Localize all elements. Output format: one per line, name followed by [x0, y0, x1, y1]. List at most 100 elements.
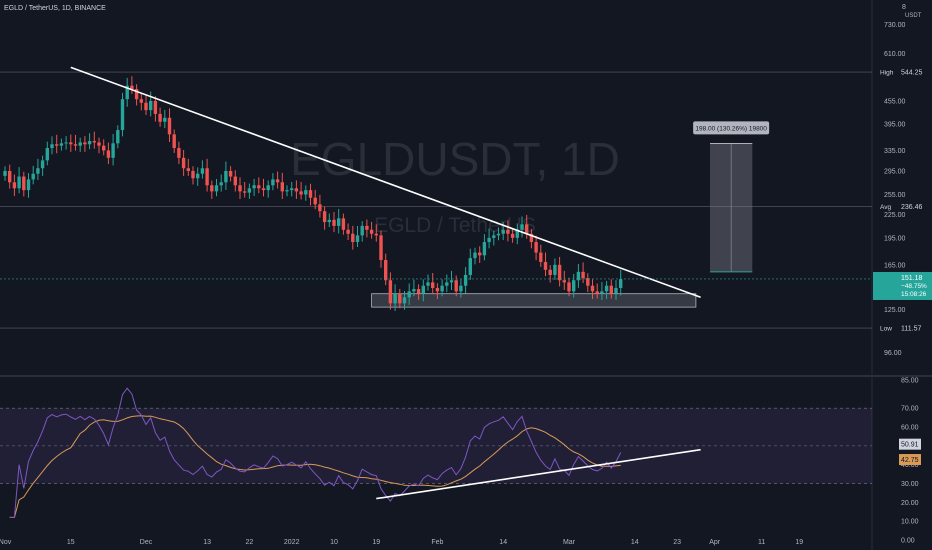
candle	[224, 170, 228, 183]
last-price-tag-bg	[873, 271, 932, 300]
price-level-tag: Avg	[880, 204, 891, 211]
candle	[520, 224, 524, 230]
candle	[149, 100, 153, 111]
rsi-line	[9, 387, 622, 518]
candle	[8, 170, 12, 183]
measure-label-bg	[693, 121, 770, 135]
time-tick-label: 14	[631, 539, 639, 546]
rsi-tick-label: 20.00	[901, 500, 919, 507]
candle	[97, 142, 101, 146]
candle	[619, 279, 623, 288]
candle	[308, 190, 313, 198]
price-level-value: 111.57	[901, 326, 921, 333]
time-tick-label: 22	[246, 539, 254, 546]
candle	[144, 102, 148, 111]
watermark: EGLDUSDT, 1D EGLD / TetherUS	[290, 133, 620, 237]
price-level-value: 236.46	[901, 204, 923, 211]
rsi-tick-label: 10.00	[901, 519, 919, 526]
candle	[238, 185, 242, 192]
symbol-title: EGLD / TetherUS, 1D, BINANCE	[4, 5, 106, 12]
candle	[529, 233, 534, 243]
candle	[586, 278, 590, 286]
candle	[304, 190, 308, 195]
candle	[496, 233, 501, 236]
candle	[252, 185, 256, 189]
candle	[210, 185, 214, 192]
candle	[12, 182, 17, 189]
candle	[271, 179, 275, 186]
price-tick-label: 96.00	[884, 350, 902, 357]
candle	[374, 233, 378, 236]
candle	[92, 141, 96, 143]
candle	[506, 229, 510, 234]
candle	[181, 157, 186, 169]
candle	[186, 168, 190, 171]
candle	[421, 285, 425, 294]
candle	[172, 134, 176, 149]
candle	[482, 242, 487, 256]
price-axis[interactable]: 96.00 125.00 165.00 195.00 225.00 255.00 295.0…	[873, 4, 932, 357]
candle	[64, 142, 68, 144]
price-tick-label: 395.00	[884, 121, 906, 128]
price-tick-label: 225.00	[884, 212, 906, 219]
candle	[31, 173, 35, 180]
time-tick-label: 11	[758, 539, 765, 546]
candle	[435, 287, 440, 292]
candle	[327, 219, 331, 223]
time-tick-label: Apr	[709, 539, 721, 546]
candle	[393, 293, 397, 304]
candle	[557, 264, 562, 281]
candle	[83, 142, 87, 145]
candle	[50, 144, 54, 149]
candle	[501, 229, 505, 234]
candle	[313, 197, 317, 205]
rsi-ma-value-tag: 42.75	[901, 457, 919, 464]
rsi-ma-line	[9, 415, 621, 518]
candle	[445, 282, 449, 286]
candle	[440, 285, 444, 292]
candle	[134, 88, 139, 100]
candle	[45, 148, 49, 161]
candle	[384, 260, 388, 281]
time-axis[interactable]: Nov 15 Dec 13 22 2022 10 19 Feb 14 Mar 14 23 Apr 11 19	[0, 539, 803, 546]
candle	[515, 229, 519, 238]
candle	[543, 261, 548, 270]
candle	[219, 182, 223, 186]
rsi-band	[0, 408, 872, 484]
price-pane[interactable]: 198.00 (130.26%) 19800	[0, 66, 872, 329]
candle	[59, 143, 64, 146]
price-tick-label: 125.00	[884, 307, 906, 314]
candle	[355, 235, 360, 243]
candle	[280, 182, 284, 192]
candle	[407, 291, 411, 298]
candle	[233, 176, 237, 186]
candle	[351, 233, 355, 243]
price-axis-top-label: 8	[902, 4, 906, 11]
watermark-main: EGLDUSDT, 1D	[290, 133, 620, 185]
trendline	[70, 66, 701, 299]
price-level-tag: Low	[880, 326, 892, 333]
candle	[318, 204, 322, 212]
price-level-tag: High	[880, 70, 894, 77]
rsi-tick-label: 60.00	[901, 425, 919, 432]
candle	[120, 99, 125, 131]
measure-label: 198.00 (130.26%) 19800	[695, 125, 767, 132]
rsi-axis[interactable]: 0.00 10.00 20.00 30.00 40.00 60.00 70.00 85.00 5…	[899, 378, 921, 545]
candle	[102, 145, 106, 151]
candle	[341, 218, 346, 230]
candle	[332, 219, 336, 226]
candle	[247, 188, 252, 193]
rsi-trendline	[376, 448, 701, 500]
rsi-pane[interactable]	[0, 387, 872, 518]
candle	[473, 252, 477, 259]
candle	[69, 142, 73, 145]
price-tick-label: 165.00	[884, 262, 906, 269]
candle	[468, 258, 472, 275]
candle	[26, 179, 31, 191]
symbol-legend[interactable]: EGLD / TetherUS, 1D, BINANCE	[4, 5, 106, 12]
rsi-tick-label: 85.00	[901, 378, 919, 385]
price-tick-label: 455.00	[884, 98, 906, 105]
candle	[346, 229, 350, 234]
candle	[73, 144, 78, 146]
